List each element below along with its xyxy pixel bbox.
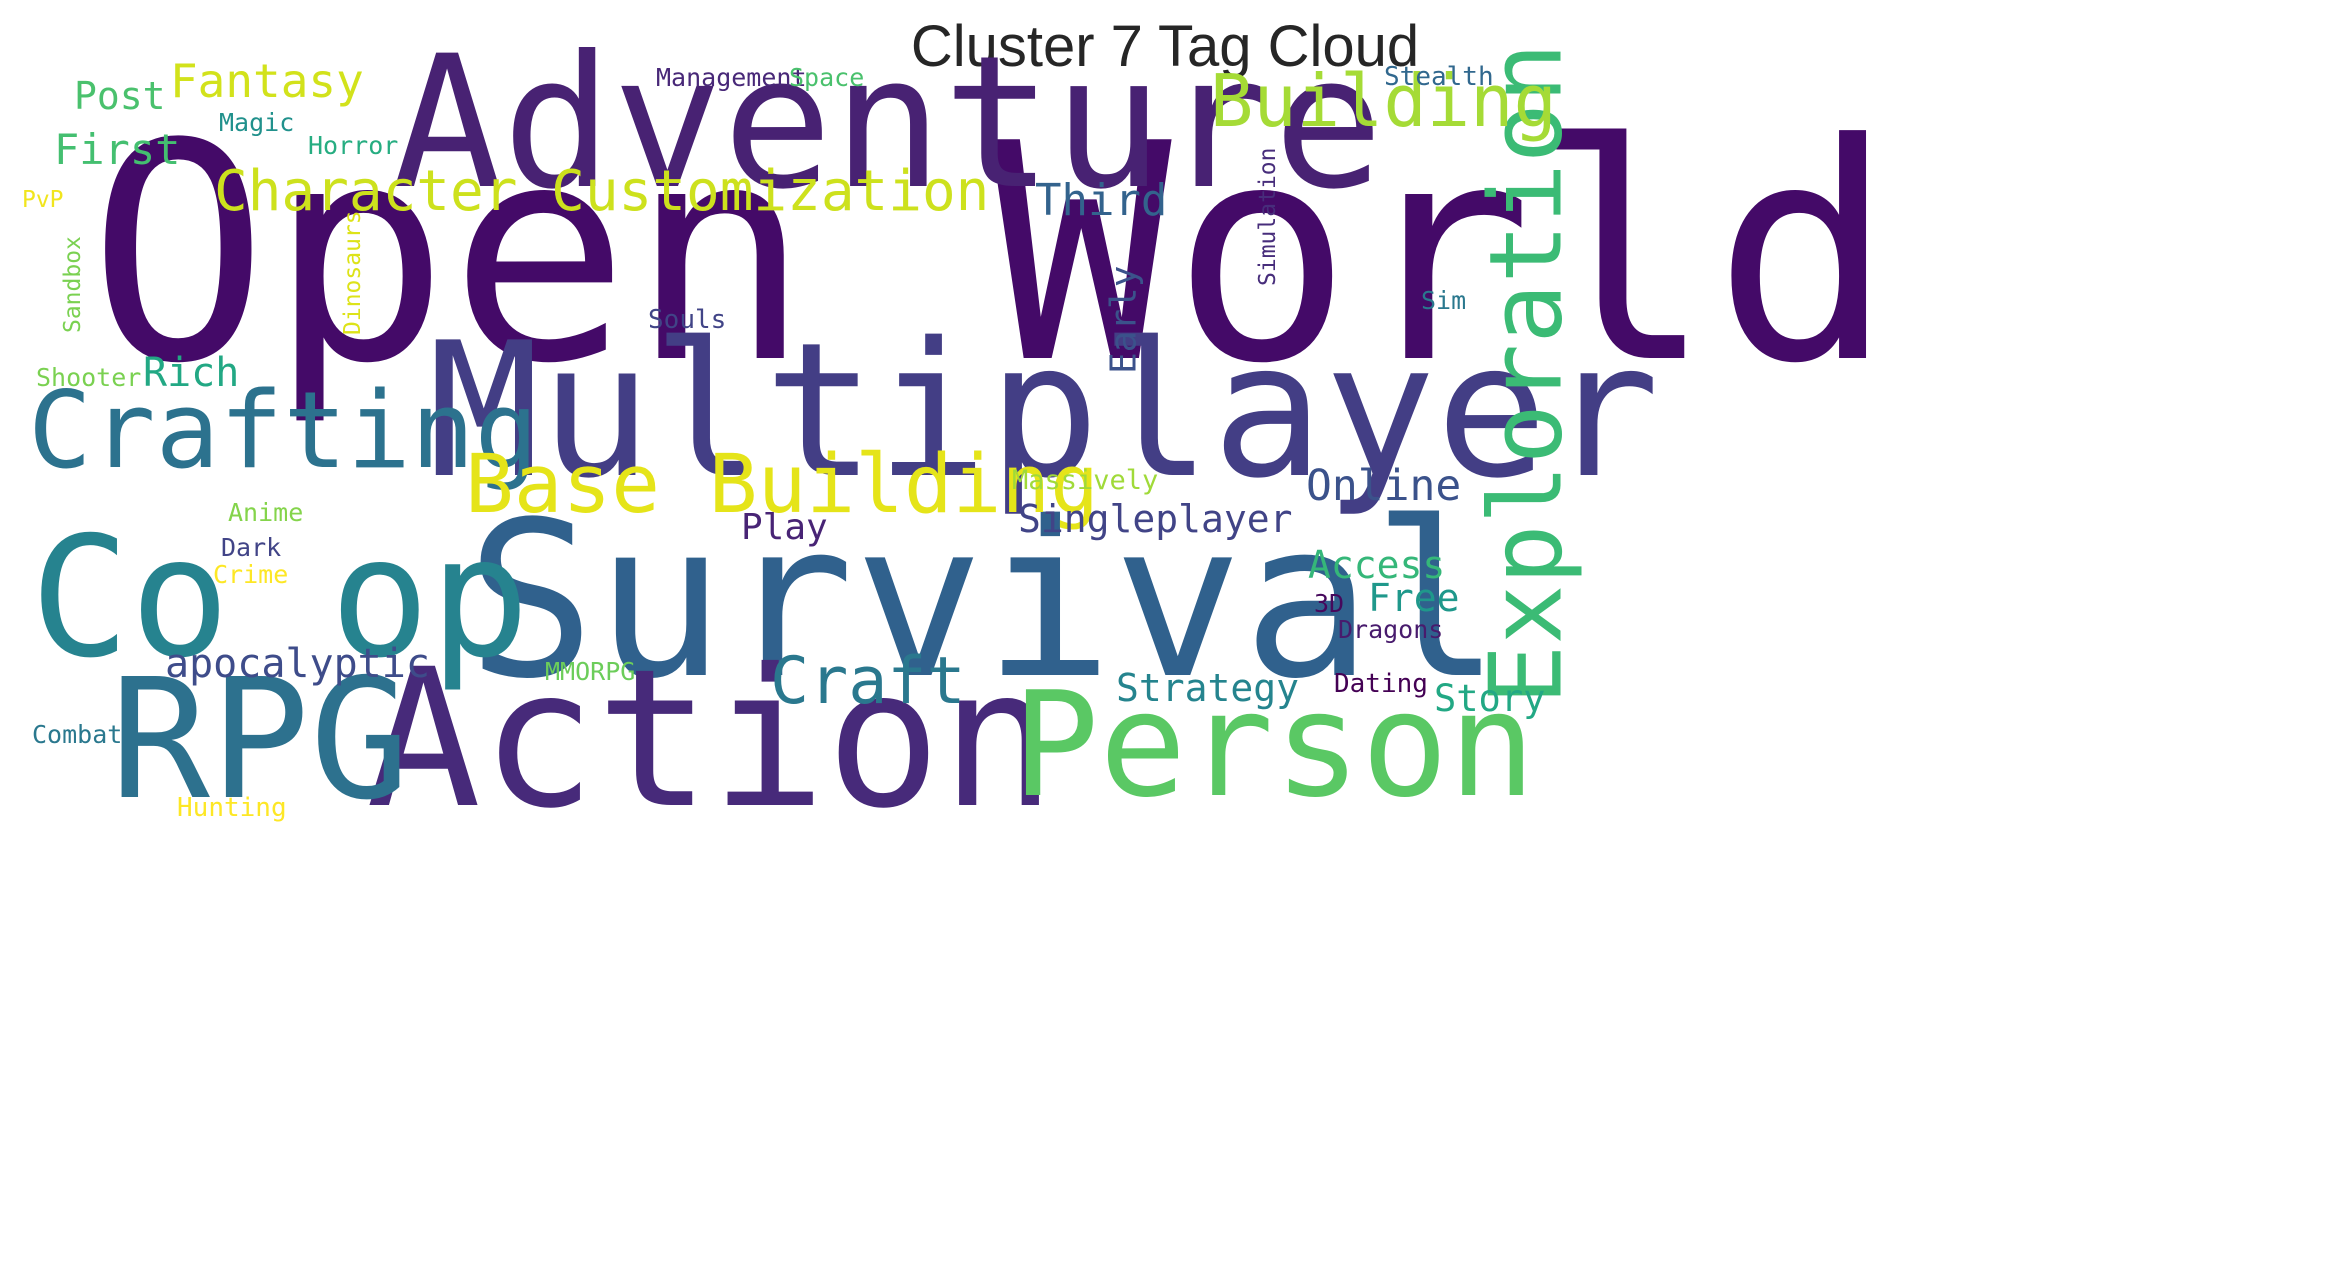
word-adventure: Adventure bbox=[392, 17, 1384, 230]
word-crime: Crime bbox=[213, 560, 288, 589]
word-sandbox: Sandbox bbox=[60, 236, 86, 333]
word-online: Online bbox=[1306, 461, 1461, 511]
word-post: Post bbox=[74, 74, 166, 118]
word-person: Person bbox=[1012, 661, 1536, 830]
word-souls: Souls bbox=[648, 305, 726, 335]
word-third: Third bbox=[1035, 175, 1167, 226]
word-dragons: Dragons bbox=[1338, 615, 1443, 644]
word-space: Space bbox=[789, 63, 864, 92]
word-early: Early bbox=[1104, 266, 1145, 374]
word-survival: Survival bbox=[466, 475, 1501, 726]
word-stealth: Stealth bbox=[1384, 62, 1494, 92]
word-shooter: Shooter bbox=[36, 363, 141, 392]
word-fantasy: Fantasy bbox=[170, 54, 364, 108]
word-magic: Magic bbox=[219, 108, 294, 137]
word-character-customization: Character Customization bbox=[214, 159, 989, 224]
word-first: First bbox=[54, 125, 180, 174]
word-craft: Craft bbox=[770, 644, 966, 719]
word-building: Building bbox=[1210, 59, 1557, 143]
word-simulation: Simulation bbox=[1255, 148, 1281, 286]
word-horror: Horror bbox=[308, 131, 398, 160]
word-mmorpg: MMORPG bbox=[545, 657, 635, 686]
word-sim: Sim bbox=[1421, 286, 1466, 315]
word-base-building: Base Building bbox=[465, 438, 1099, 532]
word-strategy: Strategy bbox=[1116, 666, 1299, 710]
word-anime: Anime bbox=[228, 498, 303, 527]
word-singleplayer: Singleplayer bbox=[1018, 497, 1293, 541]
word-action: Action bbox=[366, 629, 1056, 851]
word-pvp: PvP bbox=[22, 187, 64, 213]
word-rpg: RPG bbox=[110, 644, 410, 837]
word-dark: Dark bbox=[221, 533, 281, 562]
word-multiplayer: Multiplayer bbox=[428, 302, 1660, 519]
word-exploration: Exploration bbox=[1468, 43, 1585, 705]
word-dinosaurs: Dinosaurs bbox=[340, 210, 366, 335]
word-access: Access bbox=[1308, 543, 1445, 587]
word-massively: Massively bbox=[1012, 465, 1158, 496]
word-apocalyptic: apocalyptic bbox=[165, 641, 430, 687]
word-management: Management bbox=[656, 63, 807, 92]
word-combat: Combat bbox=[32, 720, 122, 749]
word-hunting: Hunting bbox=[177, 793, 287, 823]
word-co-op: Co op bbox=[30, 502, 530, 695]
word-play: Play bbox=[741, 507, 828, 548]
word-story: Story bbox=[1434, 677, 1545, 720]
word-rich: Rich bbox=[143, 350, 239, 396]
word-dating: Dating bbox=[1334, 669, 1428, 699]
word-free: Free bbox=[1368, 576, 1460, 620]
word-crafting: Crafting bbox=[28, 369, 539, 492]
word-open-world: Open World bbox=[88, 80, 1894, 429]
word-3d: 3D bbox=[1314, 589, 1344, 618]
chart-title: Cluster 7 Tag Cloud bbox=[910, 14, 1420, 79]
